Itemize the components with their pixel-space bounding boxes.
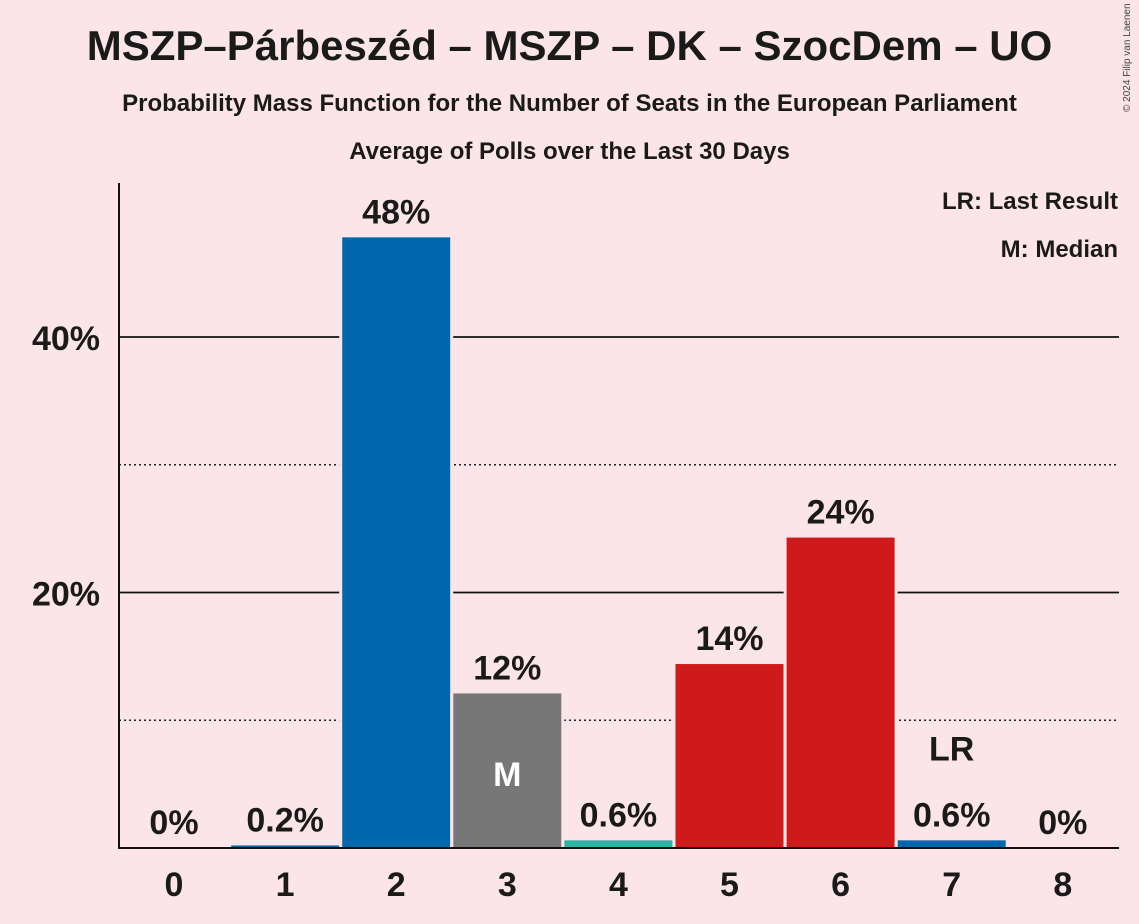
bar-seats-5	[675, 664, 784, 848]
x-tick-label: 6	[831, 866, 850, 904]
x-tick-label: 5	[720, 866, 739, 904]
bar-value-label: 0.2%	[246, 801, 324, 839]
y-tick-label: 40%	[32, 320, 100, 358]
axes	[118, 183, 1119, 849]
last-result-marker: LR	[929, 730, 974, 768]
bar-value-label: 0.6%	[580, 796, 658, 834]
bar-seats-1	[231, 845, 340, 848]
bar-value-label: 0%	[1038, 804, 1087, 842]
chart-title: MSZP–Párbeszéd – MSZP – DK – SzocDem – U…	[86, 22, 1053, 69]
bar-seats-2	[342, 237, 451, 849]
bar-value-label: 14%	[695, 620, 763, 658]
bar-seats-6	[786, 537, 895, 848]
y-tick-label: 20%	[32, 576, 100, 614]
x-tick-label: 4	[609, 866, 628, 904]
bar-seats-3	[453, 693, 562, 848]
bar-seats-4	[564, 840, 673, 848]
legend-last-result: LR: Last Result	[942, 188, 1118, 215]
gridlines: 20% 40%	[32, 320, 1119, 721]
median-marker: M	[493, 756, 521, 794]
x-tick-label: 8	[1053, 866, 1072, 904]
bar-value-label: 48%	[362, 193, 430, 231]
bar-value-label: 12%	[473, 649, 541, 687]
bar-value-label: 24%	[807, 494, 875, 532]
chart-subtitle: Probability Mass Function for the Number…	[122, 90, 1017, 117]
x-tick-label: 1	[276, 866, 295, 904]
x-tick-label: 7	[942, 866, 961, 904]
bar-value-label: 0.6%	[913, 796, 991, 834]
bars	[228, 237, 1009, 849]
bar-value-label: 0%	[149, 804, 198, 842]
legend-median: M: Median	[1001, 236, 1118, 263]
labels: 0% 0 0.2% 1 48% 2 12% 3 0.6% 4 14% 5 24% 6 0.6% 7 0% 8 M LR	[149, 193, 1087, 904]
bar-seats-7	[897, 840, 1006, 848]
x-tick-label: 3	[498, 866, 517, 904]
x-tick-label: 0	[165, 866, 184, 904]
chart-subtitle-period: Average of Polls over the Last 30 Days	[349, 138, 790, 165]
x-tick-label: 2	[387, 866, 406, 904]
